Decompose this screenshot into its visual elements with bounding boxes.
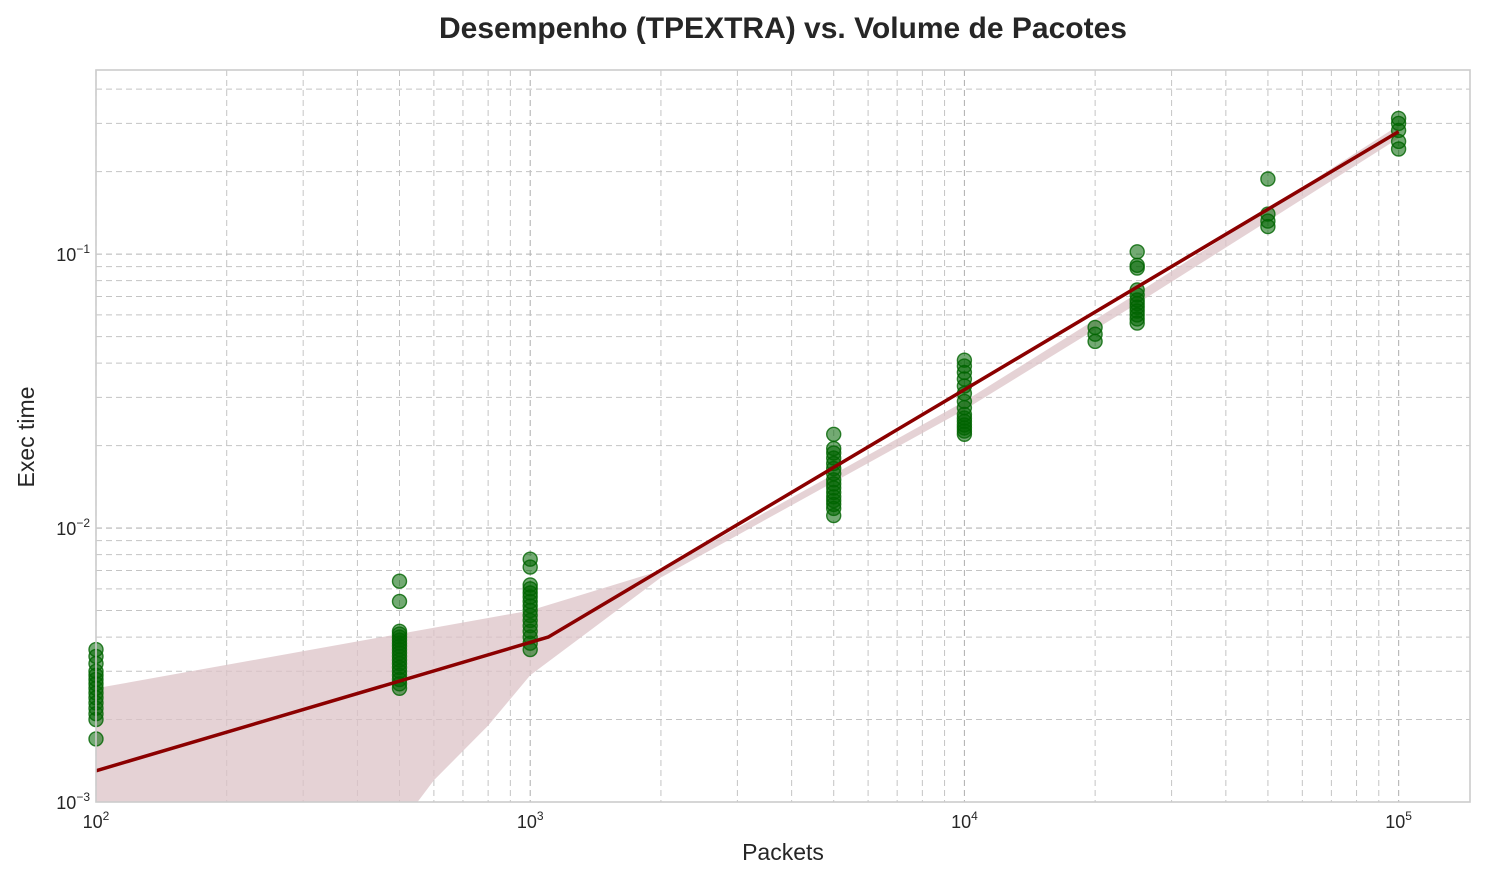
scatter-point — [522, 577, 538, 593]
scatter-point — [826, 426, 842, 442]
x-tick-label: 102 — [83, 809, 110, 832]
confidence-band-layer — [96, 125, 1399, 802]
plot-frame — [95, 69, 1471, 803]
y-tick-label: 10−1 — [56, 242, 90, 265]
confidence-band — [96, 125, 1399, 802]
scatter-point — [391, 593, 408, 610]
scatter-point — [1129, 257, 1145, 273]
scatter-point — [391, 623, 408, 639]
scatter-point — [1260, 171, 1276, 187]
chart-title: Desempenho (TPEXTRA) vs. Volume de Pacot… — [439, 12, 1127, 45]
x-axis-label: Packets — [742, 839, 824, 865]
scatter-point — [1390, 110, 1407, 127]
y-tick-labels: 10−3 10−2 10−1 — [56, 242, 90, 813]
fit-line-layer — [95, 130, 1400, 773]
scatter-point — [391, 573, 408, 589]
scatter-point — [826, 440, 842, 457]
grid — [95, 70, 1470, 803]
x-tick-label: 105 — [1385, 809, 1412, 832]
scatter-points-layer — [88, 110, 1407, 747]
fit-line — [95, 130, 1400, 773]
x-tick-label: 104 — [951, 809, 978, 832]
scatter-point — [956, 352, 973, 368]
scatter-point — [1087, 319, 1103, 336]
y-tick-label: 10−3 — [56, 790, 90, 813]
scatter-point — [1129, 244, 1145, 260]
y-axis-label: Exec time — [13, 387, 39, 488]
x-tick-label: 103 — [517, 809, 544, 832]
x-tick-labels: 102 103 104 105 — [83, 809, 1413, 832]
y-tick-label: 10−2 — [56, 516, 90, 539]
scatter-point — [522, 551, 538, 567]
